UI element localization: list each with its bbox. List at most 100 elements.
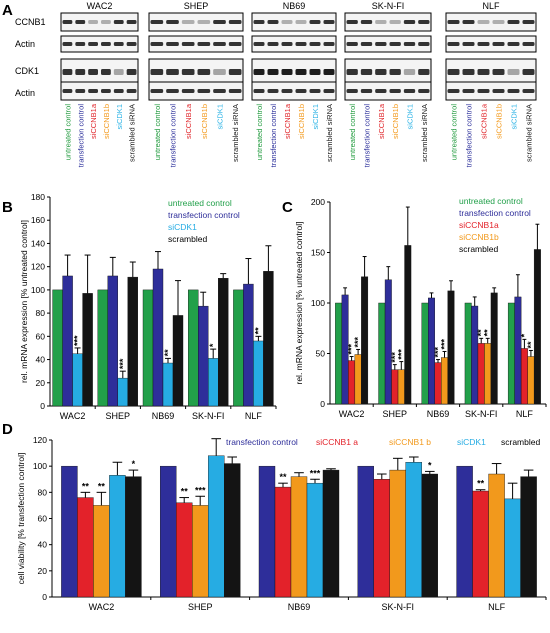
blot-band (101, 89, 111, 93)
blot-band (295, 69, 307, 75)
legend-entry: siCCNB1a (459, 220, 499, 230)
blot-band (213, 20, 226, 24)
lane-label: untreated control (348, 104, 357, 161)
blot-band (113, 89, 124, 93)
panel-label-b: B (2, 199, 13, 216)
bar (61, 465, 78, 598)
blot-band (75, 89, 86, 93)
y-tick-label: 0 (320, 399, 325, 409)
legend-entry: siCCNB1b (459, 232, 499, 242)
blot-band (88, 42, 98, 46)
bar (378, 302, 386, 405)
bar (373, 479, 390, 598)
bar (447, 290, 455, 405)
western-blot-panel: CCNB1 Actin CDK1 Actin WAC2 untreated control… (15, 1, 537, 168)
bar (217, 278, 229, 407)
blot-frame (445, 35, 537, 53)
blot-band (492, 20, 505, 24)
blot-band (126, 89, 137, 93)
y-tick-label: 80 (36, 308, 46, 318)
x-tick-label: SK-N-FI (382, 602, 415, 612)
x-tick-label: SHEP (188, 602, 213, 612)
bar (159, 465, 177, 598)
blot-band (295, 89, 307, 93)
x-tick-label: SK-N-FI (465, 409, 498, 419)
blot-band (477, 69, 490, 75)
bar (514, 296, 522, 405)
blot-frame (60, 35, 139, 53)
bar (97, 289, 109, 407)
bar (52, 289, 63, 407)
bar (207, 358, 219, 407)
legend-entry: siCDK1 (457, 437, 486, 447)
blot-frame (60, 81, 139, 101)
blot-band (492, 69, 505, 75)
y-tick-label: 60 (36, 331, 46, 341)
blot-band (166, 69, 179, 75)
x-tick-label: NLF (516, 409, 534, 419)
lane-label: untreated control (255, 104, 264, 161)
blot-frame (251, 58, 337, 86)
y-tick-label: 60 (38, 514, 48, 524)
blot-band (88, 89, 98, 93)
blot-band (150, 20, 164, 24)
legend-entry: transfection control (168, 210, 240, 220)
blot-band (253, 89, 265, 93)
blot-band (507, 42, 520, 46)
blot-band (375, 42, 387, 46)
blot-band (309, 42, 321, 46)
blot-band (253, 42, 265, 46)
bar (152, 268, 164, 407)
blot-band (150, 89, 164, 93)
significance-mark: *** (396, 349, 406, 360)
bar (507, 302, 515, 405)
y-axis-label: rel. mRNA expression [% untreated contro… (19, 220, 29, 383)
bar (405, 462, 422, 598)
blot-band (309, 89, 321, 93)
blot-frame (251, 12, 337, 32)
y-tick-label: 40 (36, 355, 46, 365)
legend-entry: siCDK1 (168, 222, 197, 232)
blot-frame (445, 12, 537, 32)
y-tick-label: 120 (31, 262, 45, 272)
blot-band (346, 69, 358, 75)
blot-frame (445, 58, 537, 86)
lane-label: transfection control (169, 104, 178, 168)
bar (335, 302, 343, 405)
significance-mark: ** (163, 349, 173, 357)
bar (322, 469, 340, 598)
lane-label: scrambled siRNA (128, 104, 137, 162)
blot-band (281, 69, 293, 75)
blot-band (181, 69, 195, 75)
bar (82, 293, 93, 407)
blot-band (360, 69, 373, 75)
blot-band (477, 20, 490, 24)
blot-band (213, 69, 226, 75)
bar (504, 498, 521, 598)
blot-band (228, 69, 242, 75)
blot-band (462, 42, 475, 46)
blot-band (267, 42, 279, 46)
blot-band (181, 89, 195, 93)
significance-mark: *** (310, 468, 321, 478)
bar (263, 271, 274, 407)
bar (172, 315, 184, 407)
blot-frame (148, 81, 244, 101)
legend-entry: scrambled (459, 244, 498, 254)
blot-band (492, 89, 505, 93)
blot-band (267, 20, 279, 24)
bar (142, 289, 154, 407)
lane-label: siCDK1 (406, 104, 415, 129)
panel-label-a: A (2, 2, 13, 19)
blot-frame (60, 12, 139, 32)
y-axis-label: cell viability [% transfection control] (16, 453, 26, 585)
blot-row-label: CCNB1 (15, 17, 46, 27)
bar (93, 505, 110, 598)
significance-mark: *** (433, 347, 443, 358)
blot-band (323, 89, 335, 93)
bar (354, 354, 362, 405)
blot-band (166, 20, 179, 24)
blot-frame (344, 35, 432, 53)
cell-line-label: NB69 (283, 1, 306, 11)
y-tick-label: 100 (31, 285, 45, 295)
